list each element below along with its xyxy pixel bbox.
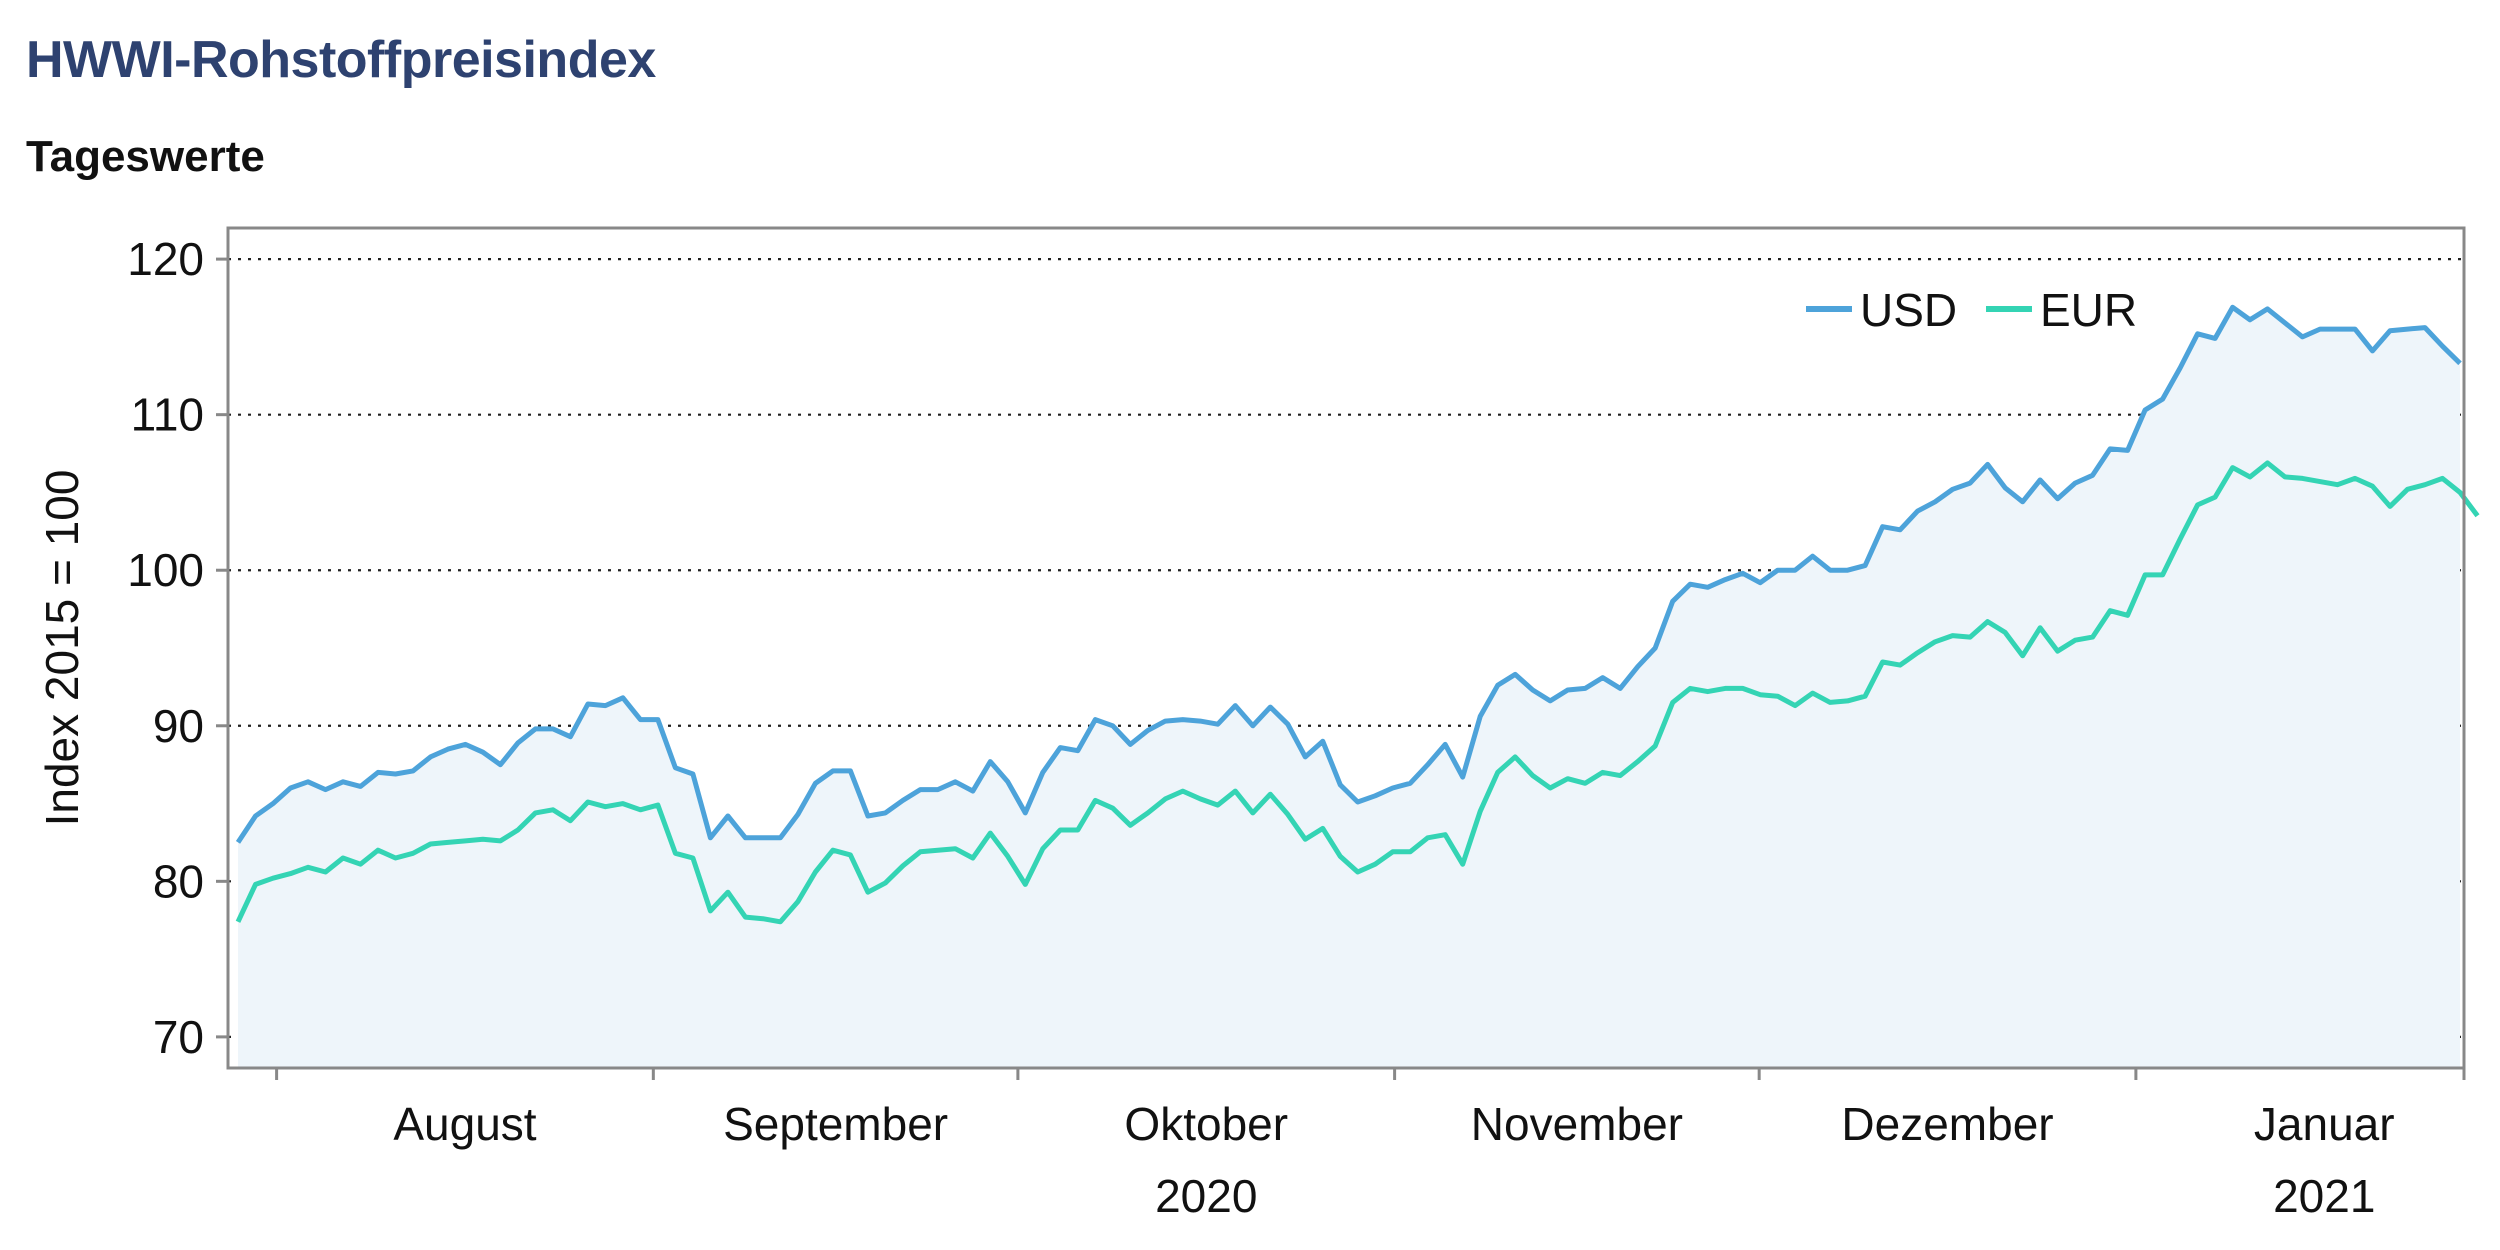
legend: USD EUR xyxy=(1806,284,2137,336)
x-tick-label: Dezember xyxy=(1841,1098,2053,1150)
x-tick-label: August xyxy=(393,1098,536,1150)
chart-subtitle: Tageswerte xyxy=(26,132,265,181)
x-tick-label: November xyxy=(1471,1098,1683,1150)
series-line-usd xyxy=(235,304,2462,844)
x-axis: August September Oktober 2020 November Dezemb… xyxy=(275,1068,2466,1222)
y-tick-label: 100 xyxy=(127,544,204,596)
series-line-eur xyxy=(235,460,2480,925)
legend-usd-label: USD xyxy=(1860,284,1957,336)
x-tick-label: Oktober xyxy=(1124,1098,1288,1150)
x-tick-label: September xyxy=(723,1098,948,1150)
plot-frame xyxy=(226,226,2466,1070)
x-tick-label: Januar xyxy=(2254,1098,2395,1150)
chart-title: HWWI-Rohstoffpreisindex xyxy=(26,31,656,89)
y-tick-label: 70 xyxy=(153,1011,204,1063)
series-layer xyxy=(235,304,2480,925)
area-fill xyxy=(238,307,2460,1068)
y-tick-label: 120 xyxy=(127,233,204,285)
y-tick-label: 90 xyxy=(153,700,204,752)
y-tick-label: 80 xyxy=(153,855,204,907)
x-year-label: 2020 xyxy=(1155,1170,1257,1222)
y-axis: 70 80 90 100 110 120 xyxy=(127,233,228,1063)
y-axis-label: Index 2015 = 100 xyxy=(36,470,88,827)
x-year-label: 2021 xyxy=(2273,1170,2375,1222)
legend-eur-label: EUR xyxy=(2040,284,2137,336)
y-tick-label: 110 xyxy=(131,389,204,441)
